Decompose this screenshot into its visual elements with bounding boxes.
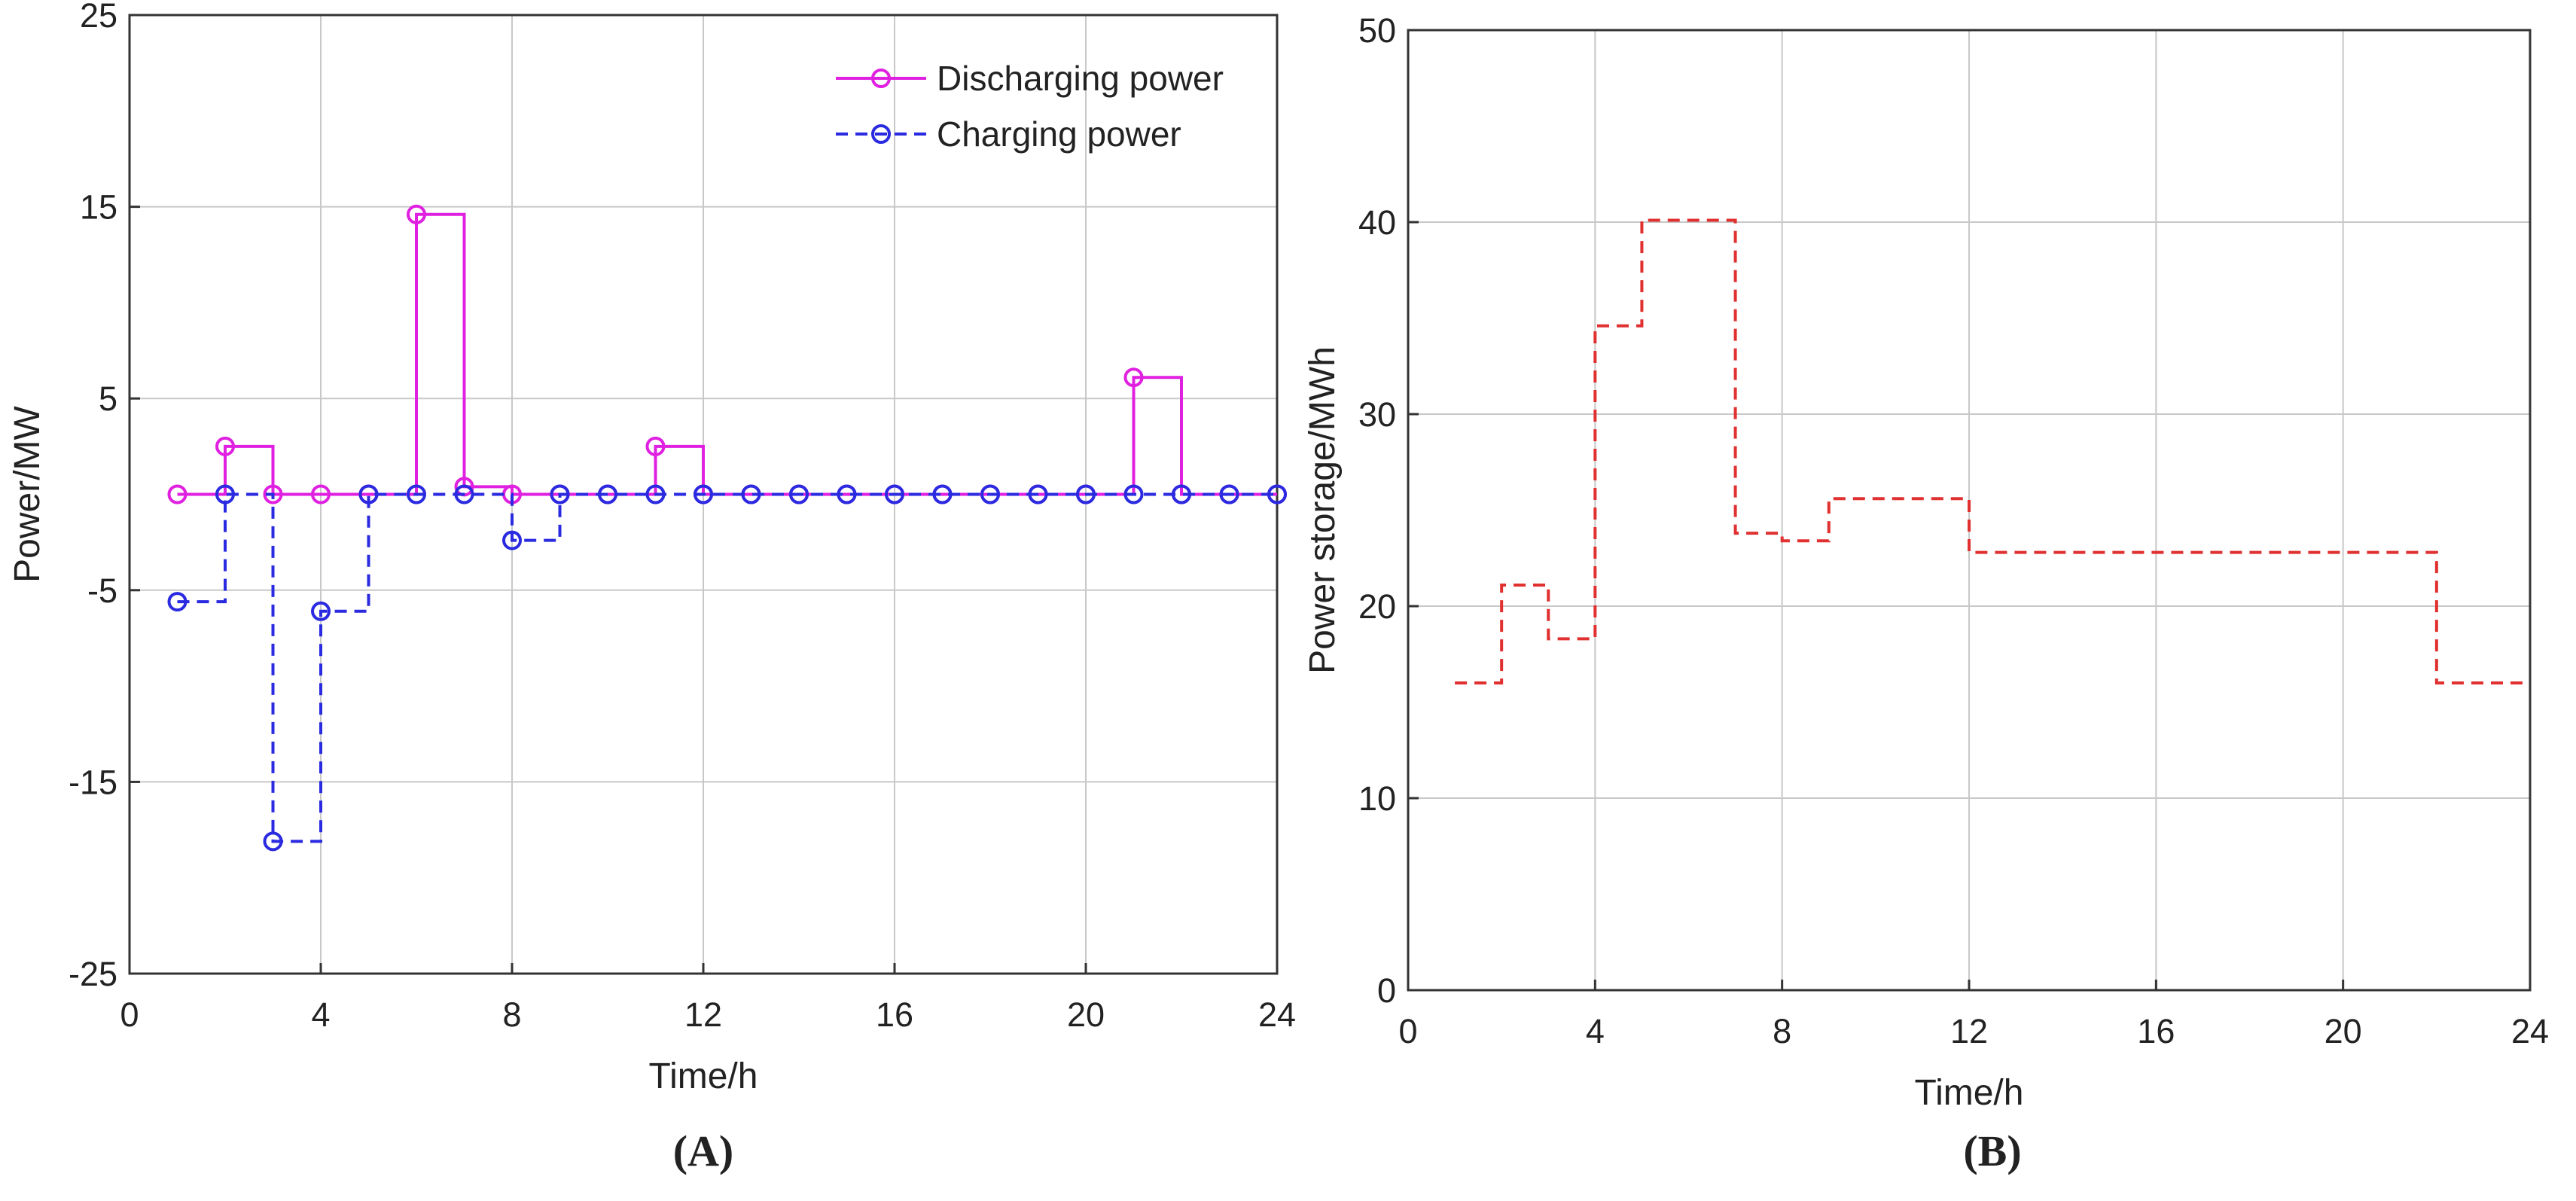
data-point xyxy=(263,484,283,504)
y-tick-label: 40 xyxy=(1358,203,1396,242)
data-point xyxy=(407,204,426,224)
y-tick-label: 30 xyxy=(1358,395,1396,434)
y-axis-label: Power/MW xyxy=(8,405,47,582)
x-tick-label: 4 xyxy=(1586,1012,1605,1050)
data-point xyxy=(167,484,187,504)
y-tick-label: 50 xyxy=(1358,11,1396,50)
legend-marker xyxy=(871,69,891,88)
y-tick-label: 15 xyxy=(80,188,117,227)
y-tick-label: -5 xyxy=(87,572,117,610)
x-tick-label: 0 xyxy=(120,995,139,1034)
x-tick-label: 16 xyxy=(2137,1012,2175,1050)
data-point xyxy=(1123,367,1144,388)
chart-a: 0 4 8 12 16 20 24 -25 -15 -5 5 15 25 Time/h Power/MW (A… xyxy=(8,0,1296,1175)
x-tick-label: 0 xyxy=(1398,1012,1417,1050)
x-tick-label: 20 xyxy=(1067,995,1105,1034)
x-tick-label: 20 xyxy=(2324,1012,2362,1050)
data-point xyxy=(311,484,331,504)
x-tick-label: 24 xyxy=(2511,1012,2549,1050)
data-point xyxy=(885,484,904,504)
data-point xyxy=(215,436,235,456)
y-axis-label: Power storage/MWh xyxy=(1303,346,1343,674)
data-point xyxy=(1076,484,1096,504)
data-point xyxy=(598,484,617,504)
data-point xyxy=(263,831,283,852)
y-tick-label: 0 xyxy=(1377,971,1396,1010)
y-tick-label: -25 xyxy=(69,955,117,993)
x-tick-label: 12 xyxy=(1950,1012,1988,1050)
data-point xyxy=(932,484,953,504)
data-point xyxy=(694,484,713,504)
data-point xyxy=(454,484,474,504)
x-tick-label: 12 xyxy=(684,995,722,1034)
legend-label: Charging power xyxy=(937,114,1181,154)
data-point xyxy=(980,484,1000,504)
data-point xyxy=(1172,484,1191,504)
y-tick-label: 10 xyxy=(1358,779,1396,818)
data-point xyxy=(645,484,666,504)
x-tick-label: 4 xyxy=(311,995,330,1034)
data-point xyxy=(167,592,187,612)
panel-label: (A) xyxy=(673,1126,734,1175)
x-tick-label: 16 xyxy=(876,995,913,1034)
data-point xyxy=(1219,484,1239,504)
y-tick-label: 20 xyxy=(1358,587,1396,626)
x-axis-label: Time/h xyxy=(649,1056,758,1096)
data-point xyxy=(215,484,235,504)
y-tick-label: 5 xyxy=(99,380,117,418)
data-point xyxy=(645,436,666,456)
data-point xyxy=(789,484,809,504)
series-line-discharging-power xyxy=(177,212,1277,496)
data-point xyxy=(741,484,761,504)
y-tick-label: 25 xyxy=(80,0,117,35)
legend-label: Discharging power xyxy=(937,59,1224,98)
series-line-power-storage xyxy=(1455,218,2530,684)
legend-marker xyxy=(871,124,891,144)
data-point xyxy=(1123,484,1144,504)
x-axis-label: Time/h xyxy=(1915,1073,2024,1113)
data-point xyxy=(311,601,331,621)
x-tick-label: 8 xyxy=(1773,1012,1791,1050)
panel-label: (B) xyxy=(1963,1126,2021,1175)
x-tick-label: 24 xyxy=(1258,995,1296,1034)
x-tick-label: 8 xyxy=(502,995,521,1034)
data-point xyxy=(837,484,857,504)
data-point xyxy=(550,484,570,504)
data-point xyxy=(358,484,379,504)
chart-b: 0 4 8 12 16 20 24 0 10 20 30 40 50 Time/h Power storag… xyxy=(1303,11,2549,1175)
data-point xyxy=(1028,484,1048,504)
data-point xyxy=(1267,484,1287,504)
data-point xyxy=(407,484,426,504)
y-tick-label: -15 xyxy=(69,763,117,801)
data-point xyxy=(502,530,522,550)
